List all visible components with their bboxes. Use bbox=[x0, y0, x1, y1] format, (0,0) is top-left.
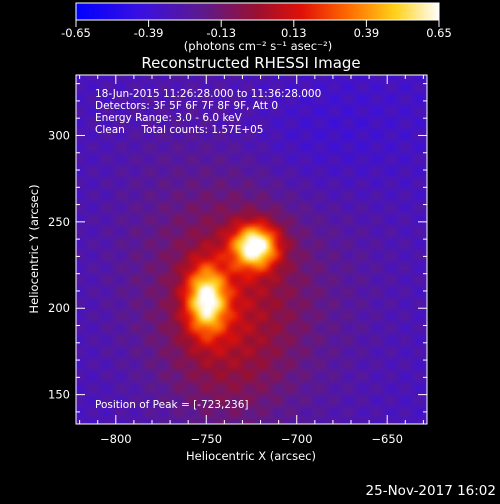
y-axis-label: Heliocentric Y (arcsec) bbox=[27, 184, 41, 313]
colorbar-tick-label: 0.13 bbox=[281, 26, 307, 40]
y-tick-label: 200 bbox=[48, 301, 70, 315]
colorbar-tick-label: 0.65 bbox=[426, 26, 452, 40]
annotation-line-time: 18-Jun-2015 11:26:28.000 to 11:36:28.000 bbox=[95, 88, 321, 100]
colorbar-tick-label: -0.65 bbox=[61, 26, 91, 40]
x-tick-label: −800 bbox=[100, 432, 132, 446]
x-tick-label: −750 bbox=[190, 432, 222, 446]
y-tick-label: 300 bbox=[48, 128, 70, 142]
heatmap-image bbox=[76, 75, 427, 424]
colorbar: -0.65 -0.39 -0.13 0.13 0.39 0.65 (photons cm⁻… bbox=[61, 2, 452, 53]
y-tick-label: 250 bbox=[48, 215, 70, 229]
plot-frame bbox=[75, 74, 428, 425]
timestamp: 25-Nov-2017 16:02 bbox=[366, 483, 496, 499]
colorbar-ticks: -0.65 -0.39 -0.13 0.13 0.39 0.65 bbox=[61, 20, 452, 40]
colorbar-tick-label: 0.39 bbox=[354, 26, 380, 40]
peak-position-label: Position of Peak = [-723,236] bbox=[95, 399, 249, 411]
x-tick-label: −650 bbox=[371, 432, 403, 446]
y-axis-ticks: 150 200 250 300 bbox=[48, 83, 427, 413]
x-axis-label: Heliocentric X (arcsec) bbox=[186, 449, 316, 463]
observation-annotation: 18-Jun-2015 11:26:28.000 to 11:36:28.000… bbox=[95, 88, 321, 136]
annotation-line-counts: Clean Total counts: 1.57E+05 bbox=[95, 124, 264, 136]
colorbar-gradient bbox=[75, 2, 440, 21]
colorbar-units-label: (photons cm⁻² s⁻¹ asec⁻²) bbox=[184, 39, 332, 53]
colorbar-tick-label: -0.39 bbox=[134, 26, 164, 40]
chart-title: Reconstructed RHESSI Image bbox=[141, 54, 360, 72]
colorbar-tick-label: -0.13 bbox=[206, 26, 236, 40]
x-tick-label: −700 bbox=[281, 432, 313, 446]
x-axis-ticks: −800 −750 −700 −650 bbox=[79, 75, 424, 446]
annotation-line-energy: Energy Range: 3.0 - 6.0 keV bbox=[95, 112, 243, 124]
y-tick-label: 150 bbox=[48, 388, 70, 402]
annotation-line-detectors: Detectors: 3F 5F 6F 7F 8F 9F, Att 0 bbox=[95, 100, 278, 112]
